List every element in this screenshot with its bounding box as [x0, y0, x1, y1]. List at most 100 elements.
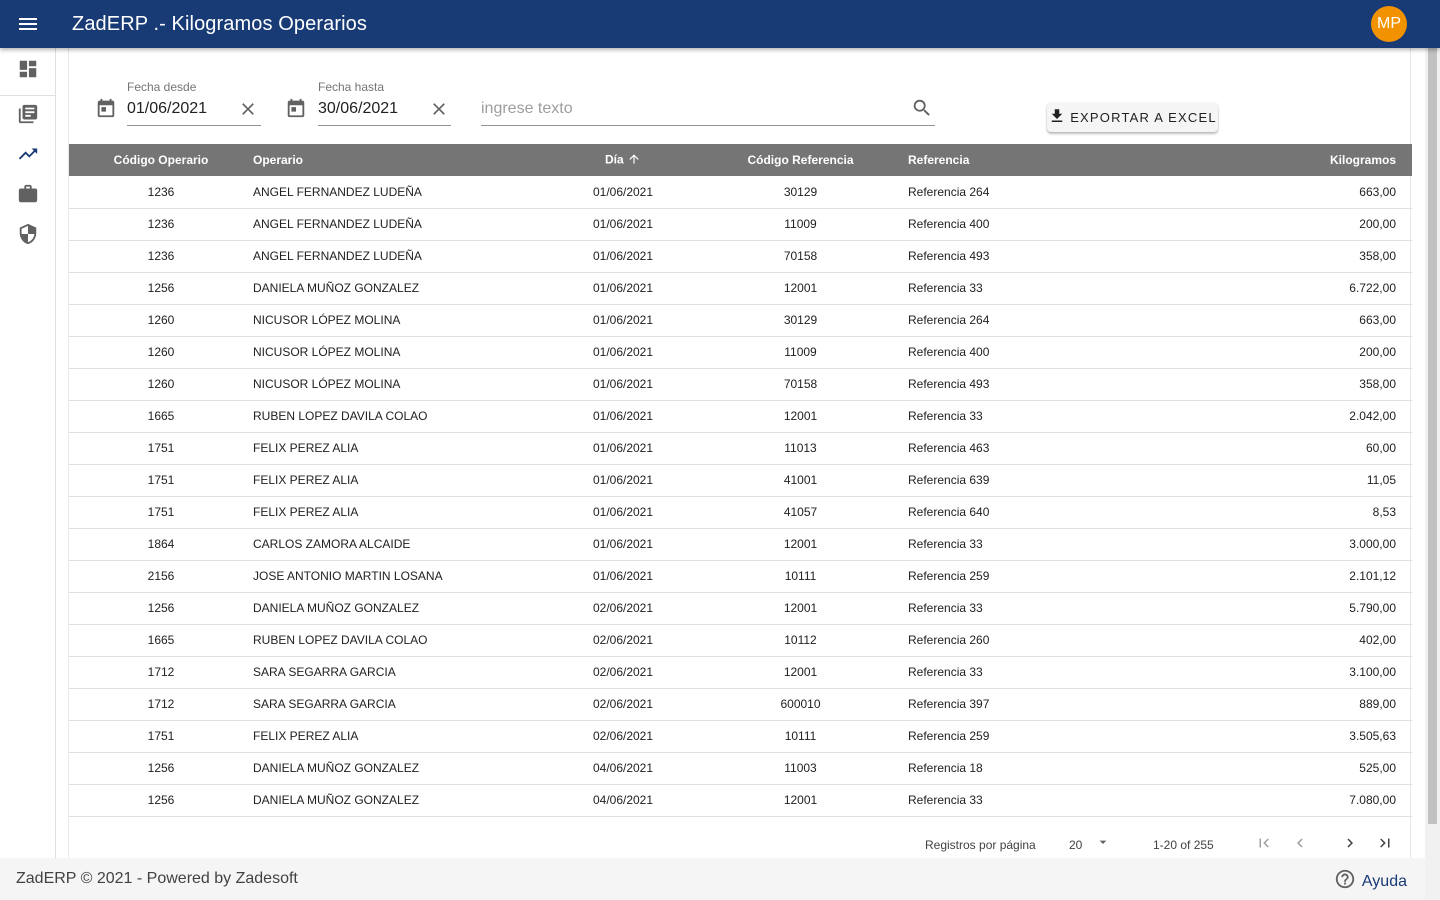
- table-row[interactable]: 1665 RUBEN LOPEZ DAVILA COLAO 02/06/2021 10…: [69, 624, 1412, 657]
- previous-page-icon[interactable]: [1291, 834, 1309, 855]
- rows-per-page-label: Registros por página: [925, 838, 1036, 852]
- cell-codigo-operario: 1256: [69, 752, 253, 785]
- last-page-icon[interactable]: [1376, 834, 1394, 855]
- cell-referencia: Referencia 259: [908, 560, 1258, 593]
- search-icon[interactable]: [911, 97, 933, 119]
- cell-codigo-referencia: 70158: [693, 240, 908, 273]
- header-dia[interactable]: Día: [553, 144, 693, 176]
- table-row[interactable]: 1256 DANIELA MUÑOZ GONZALEZ 01/06/2021 1200…: [69, 272, 1412, 305]
- table-row[interactable]: 1236 ANGEL FERNANDEZ LUDEÑA 01/06/2021 3012…: [69, 176, 1412, 209]
- sidebar-item-trending[interactable]: [0, 136, 56, 176]
- user-avatar[interactable]: MP: [1371, 6, 1407, 42]
- dropdown-arrow-icon[interactable]: [1095, 834, 1111, 853]
- pagination: Registros por página 20 1-20 of 255: [69, 828, 1412, 858]
- cell-kilogramos: 889,00: [1258, 688, 1412, 721]
- header-operario[interactable]: Operario: [253, 144, 553, 176]
- cell-codigo-referencia: 10111: [693, 720, 908, 753]
- fecha-desde-field[interactable]: Fecha desde 01/06/2021: [127, 80, 261, 128]
- header-operario-label: Operario: [253, 153, 304, 167]
- first-page-icon[interactable]: [1255, 834, 1273, 855]
- rows-per-page-select[interactable]: 20: [1069, 838, 1083, 852]
- cell-referencia: Referencia 493: [908, 368, 1258, 401]
- cell-referencia: Referencia 493: [908, 240, 1258, 273]
- next-page-icon[interactable]: [1341, 834, 1359, 855]
- cell-kilogramos: 402,00: [1258, 624, 1412, 657]
- cell-kilogramos: 5.790,00: [1258, 592, 1412, 625]
- table-row[interactable]: 2156 JOSE ANTONIO MARTIN LOSANA 01/06/2021…: [69, 560, 1412, 593]
- header-referencia[interactable]: Referencia: [908, 153, 970, 167]
- cell-referencia: Referencia 33: [908, 656, 1258, 689]
- page-scrollbar[interactable]: [1425, 0, 1440, 900]
- table-row[interactable]: 1751 FELIX PEREZ ALIA 01/06/2021 11013 Refer…: [69, 432, 1412, 465]
- cell-operario: SARA SEGARRA GARCIA: [253, 688, 553, 721]
- calendar-icon[interactable]: [285, 97, 307, 119]
- clear-fecha-desde-icon[interactable]: [237, 98, 259, 120]
- cell-operario: SARA SEGARRA GARCIA: [253, 656, 553, 689]
- cell-codigo-referencia: 30129: [693, 176, 908, 209]
- table-row[interactable]: 1260 NICUSOR LÓPEZ MOLINA 01/06/2021 30129 R…: [69, 304, 1412, 337]
- cell-dia: 01/06/2021: [553, 208, 693, 241]
- header-codigo-referencia[interactable]: Código Referencia: [747, 153, 854, 167]
- header-codigo-operario[interactable]: Código Operario: [113, 153, 209, 167]
- table-row[interactable]: 1864 CARLOS ZAMORA ALCAIDE 01/06/2021 12001…: [69, 528, 1412, 561]
- table-row[interactable]: 1236 ANGEL FERNANDEZ LUDEÑA 01/06/2021 1100…: [69, 208, 1412, 241]
- security-icon: [17, 223, 39, 250]
- cell-operario: ANGEL FERNANDEZ LUDEÑA: [253, 240, 553, 273]
- table-row[interactable]: 1256 DANIELA MUÑOZ GONZALEZ 04/06/2021 1200…: [69, 784, 1412, 817]
- library-books-icon: [17, 103, 39, 130]
- clear-fecha-hasta-icon[interactable]: [428, 98, 450, 120]
- cell-operario: NICUSOR LÓPEZ MOLINA: [253, 336, 553, 369]
- cell-operario: FELIX PEREZ ALIA: [253, 720, 553, 753]
- search-field[interactable]: ingrese texto: [481, 80, 935, 128]
- cell-operario: NICUSOR LÓPEZ MOLINA: [253, 368, 553, 401]
- cell-kilogramos: 3.505,63: [1258, 720, 1412, 753]
- table-row[interactable]: 1236 ANGEL FERNANDEZ LUDEÑA 01/06/2021 7015…: [69, 240, 1412, 273]
- table-row[interactable]: 1751 FELIX PEREZ ALIA 01/06/2021 41001 Refer…: [69, 464, 1412, 497]
- table-row[interactable]: 1260 NICUSOR LÓPEZ MOLINA 01/06/2021 70158 R…: [69, 368, 1412, 401]
- sidebar-item-dashboard[interactable]: [0, 48, 56, 96]
- scrollbar-thumb[interactable]: [1428, 18, 1437, 824]
- cell-dia: 01/06/2021: [553, 528, 693, 561]
- cell-operario: FELIX PEREZ ALIA: [253, 496, 553, 529]
- table-row[interactable]: 1751 FELIX PEREZ ALIA 01/06/2021 41057 Refer…: [69, 496, 1412, 529]
- calendar-icon[interactable]: [95, 97, 117, 119]
- menu-icon[interactable]: [0, 0, 56, 48]
- cell-referencia: Referencia 18: [908, 752, 1258, 785]
- search-input[interactable]: ingrese texto: [481, 100, 573, 117]
- table-row[interactable]: 1256 DANIELA MUÑOZ GONZALEZ 02/06/2021 1200…: [69, 592, 1412, 625]
- sidebar-item-security[interactable]: [0, 216, 56, 256]
- header-kilogramos[interactable]: Kilogramos: [1329, 153, 1396, 167]
- cell-codigo-operario: 1256: [69, 272, 253, 305]
- table-row[interactable]: 1751 FELIX PEREZ ALIA 02/06/2021 10111 Refer…: [69, 720, 1412, 753]
- table-header-row: Código Operario Operario Día Código Refe…: [69, 144, 1412, 176]
- cell-referencia: Referencia 264: [908, 304, 1258, 337]
- table-body: 1236 ANGEL FERNANDEZ LUDEÑA 01/06/2021 3012…: [69, 176, 1412, 817]
- table-row[interactable]: 1712 SARA SEGARRA GARCIA 02/06/2021 600010 R…: [69, 688, 1412, 721]
- export-excel-button[interactable]: EXPORTAR A EXCEL: [1047, 103, 1218, 132]
- sidebar-item-library[interactable]: [0, 96, 56, 136]
- cell-referencia: Referencia 640: [908, 496, 1258, 529]
- table-row[interactable]: 1256 DANIELA MUÑOZ GONZALEZ 04/06/2021 1100…: [69, 752, 1412, 785]
- trending-up-icon: [17, 143, 39, 170]
- cell-codigo-referencia: 41057: [693, 496, 908, 529]
- table-row[interactable]: 1260 NICUSOR LÓPEZ MOLINA 01/06/2021 11009 R…: [69, 336, 1412, 369]
- cell-operario: CARLOS ZAMORA ALCAIDE: [253, 528, 553, 561]
- table-row[interactable]: 1712 SARA SEGARRA GARCIA 02/06/2021 12001 Re…: [69, 656, 1412, 689]
- cell-dia: 02/06/2021: [553, 656, 693, 689]
- fecha-hasta-value[interactable]: 30/06/2021: [318, 100, 399, 117]
- cell-codigo-operario: 1751: [69, 720, 253, 753]
- table-row[interactable]: 1665 RUBEN LOPEZ DAVILA COLAO 01/06/2021 12…: [69, 400, 1412, 433]
- cell-operario: RUBEN LOPEZ DAVILA COLAO: [253, 624, 553, 657]
- cell-referencia: Referencia 259: [908, 720, 1258, 753]
- fecha-hasta-field[interactable]: Fecha hasta 30/06/2021: [318, 80, 451, 128]
- cell-codigo-referencia: 12001: [693, 592, 908, 625]
- sidebar-item-work[interactable]: [0, 176, 56, 216]
- cell-codigo-referencia: 12001: [693, 400, 908, 433]
- cell-kilogramos: 60,00: [1258, 432, 1412, 465]
- fecha-desde-value[interactable]: 01/06/2021: [127, 100, 208, 117]
- cell-codigo-operario: 1260: [69, 368, 253, 401]
- cell-dia: 01/06/2021: [553, 560, 693, 593]
- cell-operario: DANIELA MUÑOZ GONZALEZ: [253, 752, 553, 785]
- cell-codigo-operario: 1665: [69, 400, 253, 433]
- help-link[interactable]: Ayuda: [1334, 868, 1407, 895]
